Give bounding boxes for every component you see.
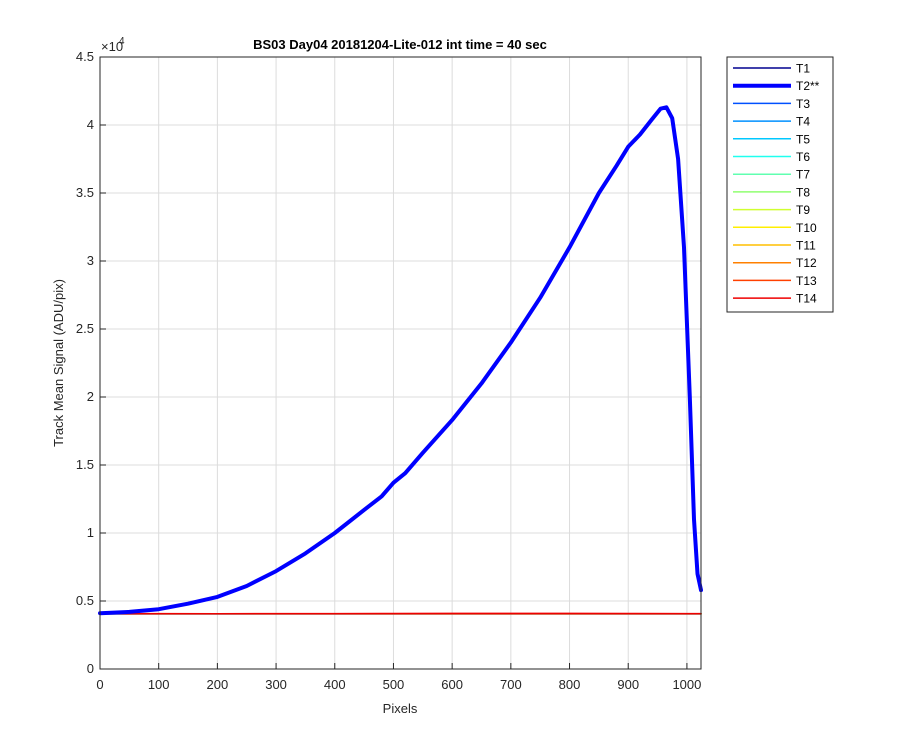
legend-label: T5 xyxy=(796,132,810,146)
legend-label: T11 xyxy=(796,239,816,253)
y-tick-label: 3 xyxy=(87,253,94,268)
plot-frame xyxy=(99,56,702,670)
legend-label: T4 xyxy=(796,115,810,129)
x-tick-label: 1000 xyxy=(672,677,701,692)
legend-label: T12 xyxy=(796,256,817,270)
legend-box xyxy=(726,56,834,313)
y-tick-label: 2 xyxy=(87,389,94,404)
x-tick-label: 900 xyxy=(617,677,639,692)
legend-label: T14 xyxy=(796,292,817,306)
legend-label: T10 xyxy=(796,221,817,235)
x-tick-label: 200 xyxy=(207,677,229,692)
plot-area: 0 100 200 300 400 500 600 700 800 900 1000 0 0.5 1 1.… xyxy=(76,49,703,692)
x-tick-label: 100 xyxy=(148,677,170,692)
series-line-t2 xyxy=(98,105,703,616)
y-tick-label: 2.5 xyxy=(76,321,94,336)
legend-label: T8 xyxy=(796,185,810,199)
x-tick-label: 800 xyxy=(559,677,581,692)
x-axis-label: Pixels xyxy=(383,701,418,716)
y-tick-label: 4 xyxy=(87,117,94,132)
x-tick-label: 500 xyxy=(383,677,405,692)
legend-label: T7 xyxy=(796,168,810,182)
x-tick-label: 0 xyxy=(96,677,103,692)
series-layer xyxy=(98,105,703,616)
x-tick-label: 400 xyxy=(324,677,346,692)
legend-label: T9 xyxy=(796,203,810,217)
legend-items: T1 T2** T3 T4 T5 T6 T7 T8 T9 T10 T11 T12 T13 T14 xyxy=(733,62,820,306)
legend-label: T3 xyxy=(796,97,810,111)
y-tick-label: 0.5 xyxy=(76,593,94,608)
plot-background xyxy=(100,57,701,669)
y-axis-label: Track Mean Signal (ADU/pix) xyxy=(51,279,66,447)
y-axis-exponent-power: 4 xyxy=(119,36,125,47)
legend-label: T1 xyxy=(796,62,810,76)
legend-label: T13 xyxy=(796,274,817,288)
y-axis-exponent-base: ×10 xyxy=(101,39,123,54)
chart-title: BS03 Day04 20181204-Lite-012 int time = … xyxy=(253,37,547,52)
y-tick-label: 4.5 xyxy=(76,49,94,64)
legend-label: T2** xyxy=(796,79,820,93)
x-tick-label: 300 xyxy=(265,677,287,692)
legend-label: T6 xyxy=(796,150,810,164)
legend: T1 T2** T3 T4 T5 T6 T7 T8 T9 T10 T11 T12 T13 T14 xyxy=(726,56,834,313)
y-tick-label: 3.5 xyxy=(76,185,94,200)
x-tick-label: 600 xyxy=(441,677,463,692)
y-axis-ticks: 0 0.5 1 1.5 2 2.5 3 3.5 4 4.5 xyxy=(76,49,106,676)
x-axis-ticks: 0 100 200 300 400 500 600 700 800 900 1000 xyxy=(96,663,701,692)
x-tick-label: 700 xyxy=(500,677,522,692)
y-tick-label: 1 xyxy=(87,525,94,540)
y-tick-label: 0 xyxy=(87,661,94,676)
y-tick-label: 1.5 xyxy=(76,457,94,472)
